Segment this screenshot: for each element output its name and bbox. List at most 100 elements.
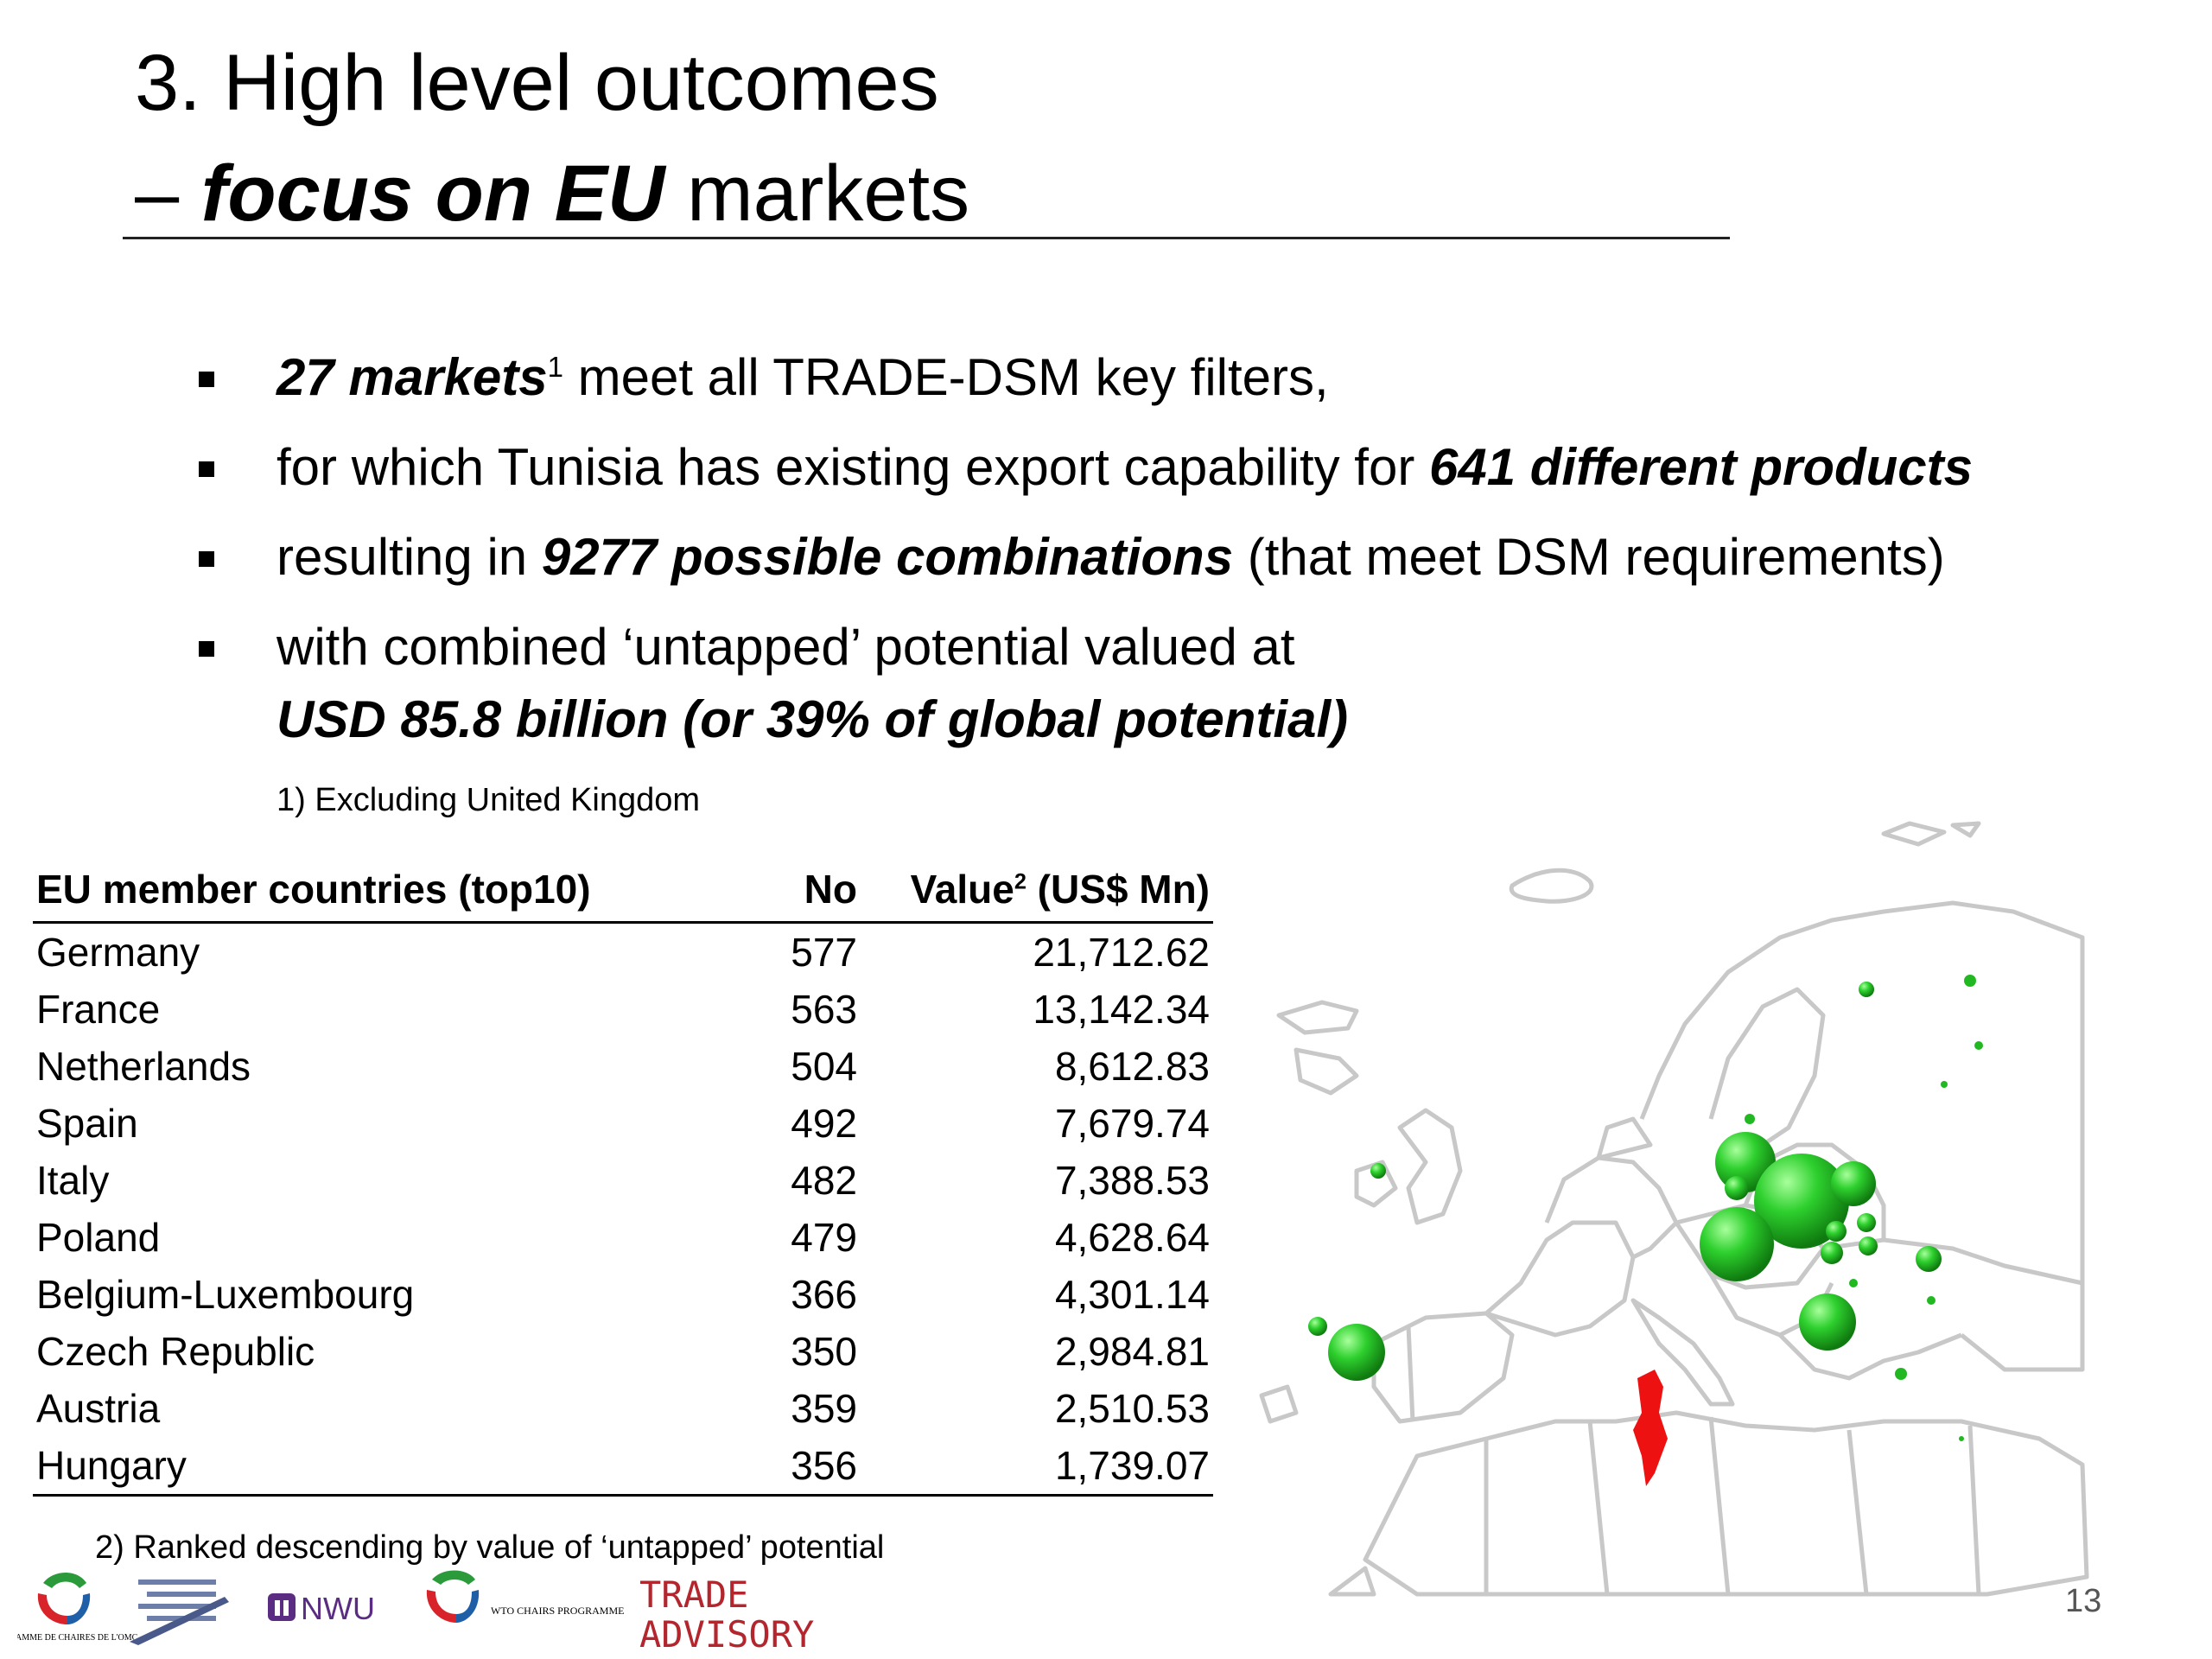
cell-no: 479: [791, 1215, 857, 1260]
market-bubble: [1927, 1296, 1936, 1305]
slide-title-line1: 3. High level outcomes: [135, 39, 939, 127]
cell-no: 563: [791, 987, 857, 1032]
table-row: Austria 359 2,510.53: [33, 1380, 1213, 1437]
cell-value: 8,612.83: [1054, 1044, 1210, 1089]
table-row: Spain 492 7,679.74: [33, 1095, 1213, 1152]
cell-value: 21,712.62: [1033, 930, 1210, 975]
bullet-marker-icon: [199, 461, 214, 477]
cell-no: 504: [791, 1044, 857, 1089]
market-bubble: [1974, 1041, 1983, 1050]
cell-no: 492: [791, 1101, 857, 1146]
central-europe: [1674, 1203, 1826, 1290]
bullet-marker-icon: [199, 551, 214, 567]
market-bubble: [1745, 1114, 1755, 1124]
benelux-germany: [1544, 1155, 1679, 1260]
canaries: [1328, 1566, 1376, 1597]
footnote-ref: 1: [547, 351, 563, 383]
cell-value: 7,388.53: [1054, 1158, 1210, 1203]
market-bubble: [1725, 1176, 1749, 1200]
market-bubble: [1754, 1154, 1849, 1249]
italy: [1630, 1298, 1735, 1407]
cell-country: France: [36, 987, 161, 1032]
bullet-emphasis: USD 85.8 billion (or 39% of global poten…: [276, 690, 1349, 748]
bullet-item: resulting in 9277 possible combinations …: [199, 525, 2186, 589]
bullet-list: 27 markets1 meet all TRADE-DSM key filte…: [199, 346, 2186, 778]
cell-country: Hungary: [33, 1437, 724, 1497]
nwu-logo-icon: [268, 1593, 296, 1621]
market-bubble: [1328, 1324, 1385, 1381]
header-value: Value2 (US$ Mn): [861, 862, 1213, 924]
cell-no: 482: [791, 1158, 857, 1203]
bullet-emphasis: 9277 possible combinations: [541, 528, 1234, 586]
tunisia-highlight: [1633, 1370, 1668, 1486]
header-no: No: [724, 862, 861, 924]
market-bubble: [1849, 1279, 1858, 1287]
cell-no: 350: [791, 1329, 857, 1374]
slide-title-line2: – focus on EU markets: [135, 154, 969, 233]
cell-country: Italy: [36, 1158, 110, 1203]
partner-logos: PROGRAMME DE CHAIRES DE L'OMC NWU WTO CH…: [17, 1570, 814, 1656]
table-row: France 563 13,142.34: [33, 981, 1213, 1038]
page-number: 13: [2065, 1583, 2102, 1619]
institution-logo-icon: [130, 1580, 229, 1645]
table-row: Germany 577 21,712.62: [33, 923, 1213, 982]
wto-chairs-text: WTO CHAIRS PROGRAMME: [491, 1605, 624, 1617]
table-row: Czech Republic 350 2,984.81: [33, 1323, 1213, 1380]
cell-country: Czech Republic: [36, 1329, 315, 1374]
bullet-item: 27 markets1 meet all TRADE-DSM key filte…: [199, 346, 2186, 410]
iceland: [1276, 1000, 1359, 1035]
market-bubble: [1964, 975, 1976, 987]
europe-map: [1259, 821, 2089, 1597]
cell-no: 359: [791, 1386, 857, 1431]
cell-value: 4,301.14: [1054, 1272, 1210, 1317]
cell-no: 356: [724, 1437, 861, 1497]
table-row: Italy 482 7,388.53: [33, 1152, 1213, 1209]
market-bubbles: [1308, 975, 1983, 1441]
title-rest: markets: [664, 149, 970, 238]
title-emphasis: focus on EU: [200, 149, 665, 238]
trade-logo-text: TRADE: [639, 1573, 748, 1616]
cell-value: 13,142.34: [1033, 987, 1210, 1032]
north-africa: [1363, 1410, 2089, 1597]
market-bubble: [1831, 1161, 1876, 1206]
eu-countries-table: EU member countries (top10) No Value2 (U…: [33, 862, 1213, 1497]
svalbard: [1509, 868, 1594, 904]
cell-value: 7,679.74: [1054, 1101, 1210, 1146]
market-bubble: [1859, 982, 1874, 997]
bullet-emphasis: 27 markets: [276, 348, 548, 406]
table-row: Hungary 356 1,739.07: [33, 1437, 1213, 1497]
wto-chairs-programme-icon: [426, 1570, 480, 1623]
market-bubble: [1857, 1213, 1876, 1232]
bullet-item: for which Tunisia has existing export ca…: [199, 435, 2186, 499]
greece-turkey: [1778, 1332, 1962, 1381]
denmark: [1596, 1116, 1653, 1160]
bullet-marker-icon: [199, 372, 214, 387]
chairs-label: PROGRAMME DE CHAIRES DE L'OMC: [17, 1633, 138, 1643]
bullet-emphasis: 641 different products: [1428, 438, 1974, 496]
country-borders: [1259, 821, 2089, 1597]
portugal-border: [1406, 1325, 1415, 1422]
table-row: Netherlands 504 8,612.83: [33, 1038, 1213, 1095]
table-header-row: EU member countries (top10) No Value2 (U…: [33, 862, 1213, 924]
bullet-item: with combined ‘untapped’ potential value…: [199, 615, 2186, 752]
table-row: Belgium-Luxembourg 366 4,301.14: [33, 1266, 1213, 1323]
market-bubble: [1916, 1246, 1942, 1272]
sweden-finland: [1708, 987, 1826, 1147]
cell-country: Netherlands: [36, 1044, 251, 1089]
cell-country: Austria: [36, 1386, 161, 1431]
cell-value: 2,984.81: [1054, 1329, 1210, 1374]
wto-chairs-emblem-icon: [37, 1573, 91, 1624]
great-britain: [1397, 1108, 1463, 1225]
market-bubble: [1821, 1242, 1843, 1264]
cell-no: 366: [791, 1272, 857, 1317]
cell-country: Germany: [36, 930, 200, 975]
market-bubble: [1859, 1236, 1878, 1255]
bullet-marker-icon: [199, 641, 214, 657]
title-underline: [123, 237, 1730, 239]
market-bubble: [1826, 1221, 1847, 1242]
faroe: [1294, 1047, 1359, 1096]
market-bubble: [1799, 1294, 1856, 1351]
cell-country: Poland: [36, 1215, 161, 1260]
eastern-europe: [1822, 1237, 2085, 1372]
market-bubble: [1308, 1317, 1327, 1336]
